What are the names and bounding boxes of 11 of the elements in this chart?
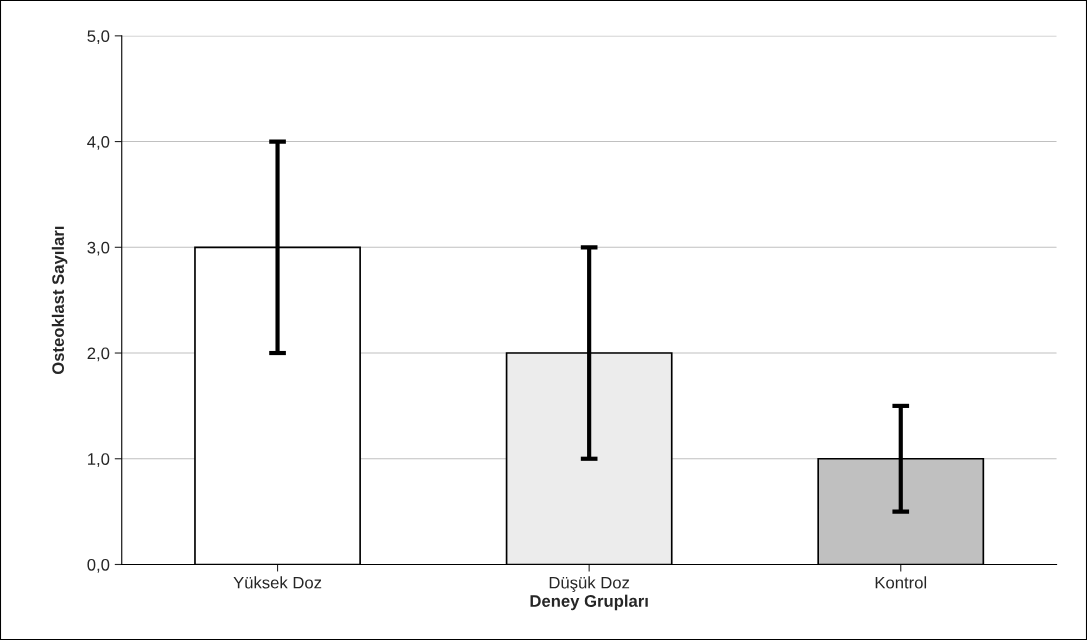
x-tick-label: Düşük Doz [549, 576, 630, 592]
y-tick-label: 3,0 [87, 241, 110, 256]
y-axis-title: Osteoklast Sayıları [51, 226, 68, 375]
y-tick-label: 5,0 [87, 30, 110, 45]
x-tick-label: Yüksek Doz [233, 576, 322, 589]
x-tick-label: Kontrol [875, 576, 927, 589]
x-axis-title: Deney Grupları [530, 594, 648, 611]
y-tick-label: 1,0 [88, 453, 110, 467]
y-tick-label: 0,0 [87, 558, 110, 573]
y-tick-label: 2,0 [87, 347, 110, 362]
y-tick-label: 4,0 [87, 135, 110, 150]
